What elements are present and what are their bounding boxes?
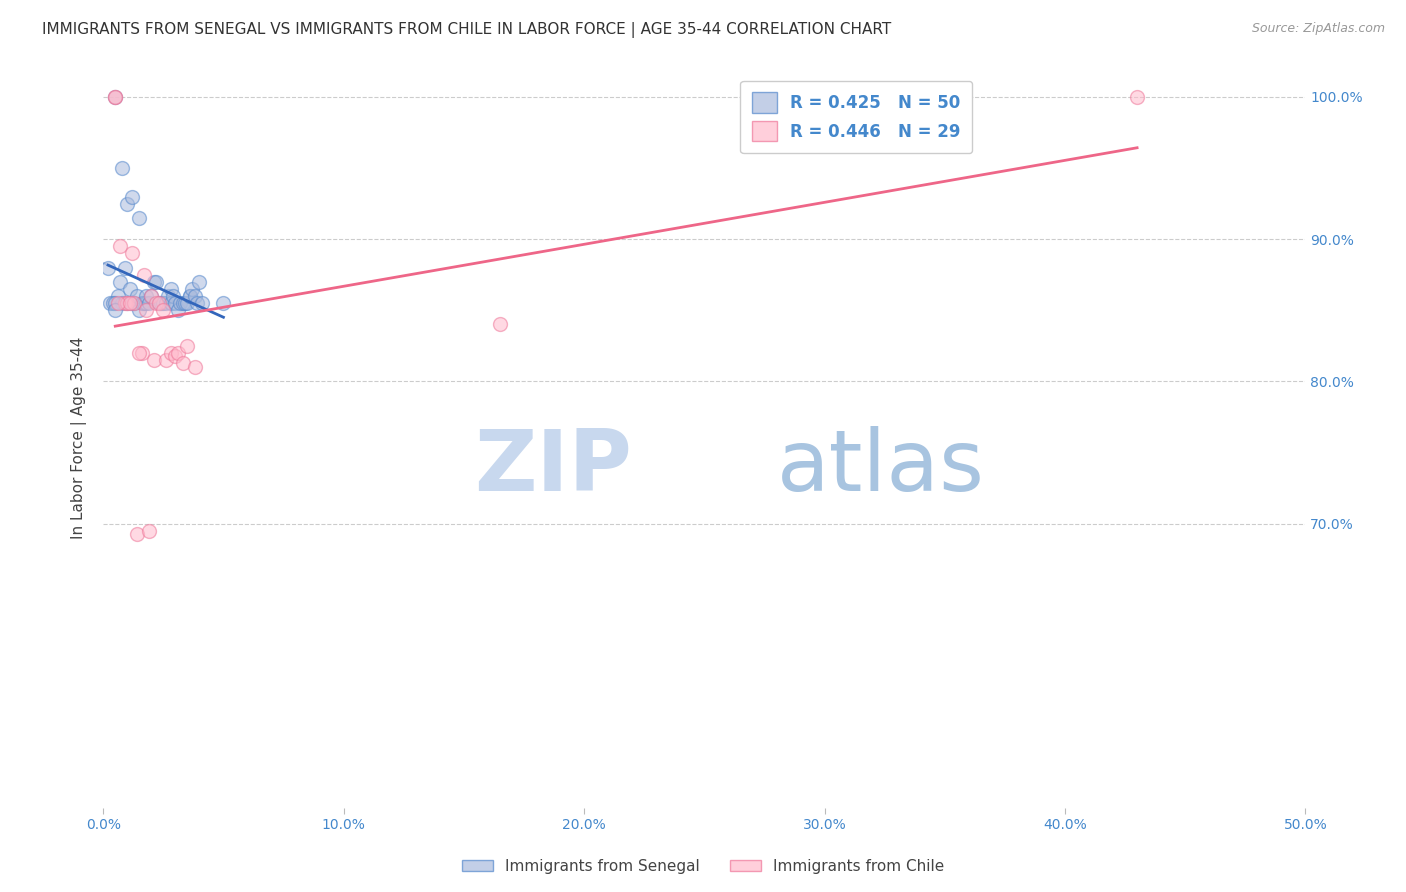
Point [104,90,127,104]
Point [104,303,127,318]
Point [145,296,167,310]
Point [159,346,181,360]
Point [166,303,188,318]
Point [107,296,129,310]
Text: IMMIGRANTS FROM SENEGAL VS IMMIGRANTS FROM CHILE IN LABOR FORCE | AGE 35-44 CORR: IMMIGRANTS FROM SENEGAL VS IMMIGRANTS FR… [42,22,891,38]
Y-axis label: In Labor Force | Age 35-44: In Labor Force | Age 35-44 [72,337,87,540]
Point [159,296,181,310]
Point [138,296,160,310]
Point [107,289,129,303]
Point [165,296,187,310]
Point [174,296,197,310]
Point [148,296,170,310]
Point [181,282,204,296]
Point [135,289,157,303]
Point [118,282,141,296]
Point [128,346,150,360]
Point [212,296,235,310]
Point [117,196,139,211]
Point [183,289,205,303]
Point [179,289,201,303]
Text: Source: ZipAtlas.com: Source: ZipAtlas.com [1251,22,1385,36]
Point [121,246,143,260]
Point [125,289,148,303]
Point [97,260,120,275]
Point [131,346,153,360]
Point [142,353,165,368]
Point [155,353,177,368]
Point [132,268,155,282]
Point [183,360,205,375]
Point [114,296,136,310]
Point [138,524,160,538]
Point [124,296,146,310]
Point [111,161,134,175]
Point [1126,90,1149,104]
Point [172,296,194,310]
Text: ZIP: ZIP [474,426,633,509]
Point [104,296,127,310]
Point [104,90,127,104]
Point [186,296,208,310]
Point [104,90,127,104]
Point [141,289,163,303]
Point [125,526,148,541]
Point [111,296,134,310]
Point [159,282,181,296]
Point [121,296,143,310]
Point [128,303,150,318]
Point [142,275,165,289]
Point [118,296,141,310]
Point [121,189,143,203]
Point [489,318,512,332]
Point [132,296,155,310]
Point [131,296,153,310]
Point [135,303,157,318]
Point [152,303,174,318]
Point [157,289,180,303]
Point [155,296,177,310]
Point [101,296,124,310]
Point [191,296,214,310]
Point [165,349,187,363]
Point [152,296,174,310]
Point [141,289,163,303]
Point [179,289,201,303]
Point [128,211,150,225]
Legend: R = 0.425   N = 50, R = 0.446   N = 29: R = 0.425 N = 50, R = 0.446 N = 29 [741,80,973,153]
Point [124,296,146,310]
Point [166,346,188,360]
Legend: Immigrants from Senegal, Immigrants from Chile: Immigrants from Senegal, Immigrants from… [456,853,950,880]
Point [100,296,122,310]
Point [108,275,131,289]
Point [135,296,157,310]
Point [188,275,211,289]
Point [108,239,131,253]
Point [162,289,184,303]
Point [169,296,191,310]
Point [172,356,194,370]
Point [149,296,172,310]
Point [117,296,139,310]
Point [145,275,167,289]
Point [176,296,198,310]
Point [176,339,198,353]
Point [114,260,136,275]
Text: atlas: atlas [776,426,984,509]
Point [148,296,170,310]
Point [117,296,139,310]
